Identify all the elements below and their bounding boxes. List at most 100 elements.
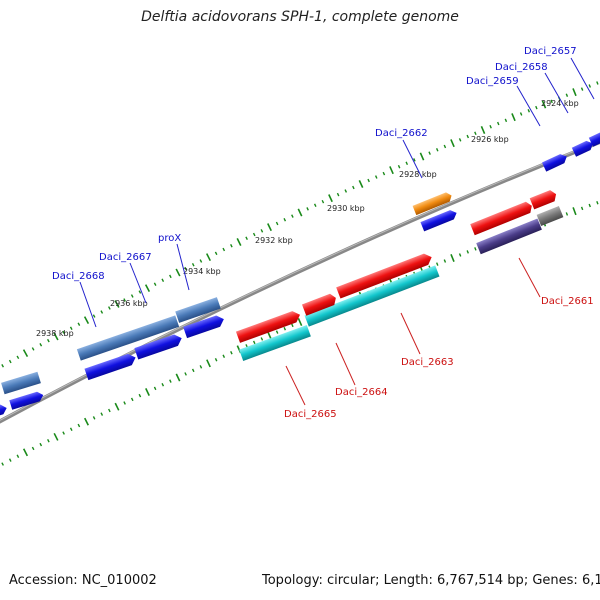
major-tick [450, 253, 455, 263]
minor-tick [321, 199, 325, 204]
minor-tick [474, 247, 477, 251]
major-tick [144, 284, 151, 293]
gene-Daci_2663[interactable] [304, 265, 440, 327]
minor-tick [275, 221, 279, 226]
minor-tick [313, 203, 317, 208]
label-Daci_2668: Daci_2668 [52, 271, 105, 282]
minor-tick [405, 161, 409, 166]
kbp-labels: 2924 kbp 2926 kbp 2928 kbp 2930 kbp 2932… [36, 99, 579, 338]
label-Daci_2659: Daci_2659 [466, 76, 519, 87]
gene-Daci_2663-upper[interactable] [336, 251, 434, 299]
minor-tick [92, 314, 96, 318]
major-tick [572, 207, 577, 216]
major-tick [236, 238, 242, 246]
forward-strand-genes [0, 129, 600, 418]
minor-tick [245, 236, 248, 240]
minor-tick [39, 442, 43, 447]
topology-label: Topology: [262, 573, 323, 588]
gene-Daci_2661-gray[interactable] [536, 205, 564, 227]
label-Daci_2658: Daci_2658 [495, 62, 548, 73]
gene-Daci_2665-upper[interactable] [235, 309, 302, 343]
minor-tick [184, 266, 187, 271]
gene-Daci_2668[interactable] [84, 352, 137, 381]
minor-tick [565, 212, 569, 216]
gene-Daci_2661[interactable] [476, 218, 542, 255]
gene-proX-upper[interactable] [175, 297, 221, 323]
minor-tick [69, 427, 73, 431]
gene-Daci_2667[interactable] [134, 333, 183, 360]
length-value: 6,767,514 bp; [437, 573, 529, 588]
kbp-label-2938: 2938 kbp [36, 329, 74, 338]
minor-tick [382, 171, 386, 176]
minor-tick [458, 138, 462, 142]
gene-Daci_2662-upper[interactable] [412, 191, 454, 216]
minor-tick [519, 112, 523, 116]
minor-tick [291, 323, 294, 328]
major-tick [419, 152, 425, 161]
gene-Daci_2665[interactable] [239, 325, 311, 361]
major-tick [297, 208, 303, 217]
minor-tick [62, 330, 65, 335]
kbp-label-2934: 2934 kbp [183, 267, 221, 276]
kbp-label-2928: 2928 kbp [399, 170, 437, 179]
reverse-strand-genes [235, 189, 564, 361]
minor-tick [108, 408, 111, 413]
minor-tick [130, 397, 134, 402]
label-Daci_2665: Daci_2665 [284, 409, 337, 420]
major-tick [22, 448, 29, 457]
minor-tick [413, 158, 416, 162]
minor-tick [565, 93, 569, 97]
minor-tick [214, 251, 218, 256]
minor-tick [169, 274, 172, 279]
major-tick [572, 88, 577, 97]
gene-left-edge[interactable] [0, 403, 8, 418]
major-tick [175, 373, 181, 382]
major-tick [145, 388, 150, 396]
minor-tick [123, 298, 126, 302]
major-tick [114, 300, 120, 308]
kbp-label-2930: 2930 kbp [327, 204, 365, 213]
gene-proX[interactable] [183, 313, 226, 339]
major-tick [450, 139, 455, 148]
minor-tick [62, 431, 65, 435]
minor-tick [436, 262, 439, 266]
gene-Daci_2657[interactable] [588, 129, 600, 147]
gene-Daci_2662[interactable] [420, 208, 458, 232]
gene-left-upper[interactable] [1, 371, 41, 395]
major-tick [114, 402, 120, 411]
minor-tick [588, 84, 591, 88]
gene-Daci_2658[interactable] [571, 139, 595, 157]
genome-backbone [0, 139, 600, 424]
major-tick [480, 126, 486, 134]
gene-Daci_2667-upper[interactable] [76, 315, 180, 361]
minor-tick [69, 326, 73, 331]
minor-tick [367, 178, 370, 183]
minor-tick [443, 259, 447, 263]
kbp-label-2926: 2926 kbp [471, 135, 509, 144]
minor-tick [374, 175, 378, 179]
minor-tick [535, 105, 538, 110]
kbp-label-2932: 2932 kbp [255, 236, 293, 245]
minor-tick [466, 250, 469, 254]
minor-tick [214, 358, 218, 362]
label-Daci_2663: Daci_2663 [401, 357, 454, 368]
label-Daci_2667: Daci_2667 [99, 252, 152, 263]
gene-Daci_2659[interactable] [542, 152, 569, 172]
minor-tick [580, 87, 584, 91]
kbp-label-2924: 2924 kbp [541, 99, 579, 108]
gene-Daci_2661-upper[interactable] [470, 200, 534, 236]
minor-tick [588, 203, 591, 208]
minor-tick [283, 326, 287, 331]
minor-tick [260, 229, 264, 233]
minor-tick [77, 322, 81, 326]
minor-tick [184, 372, 187, 376]
minor-tick [191, 263, 195, 267]
minor-tick [344, 189, 348, 193]
major-tick [84, 417, 89, 426]
gene-Daci_2664[interactable] [301, 292, 338, 316]
gene-left-forward[interactable] [9, 390, 44, 410]
major-tick [328, 194, 333, 203]
minor-tick [527, 109, 531, 113]
gene-Daci_2660[interactable] [529, 189, 559, 210]
